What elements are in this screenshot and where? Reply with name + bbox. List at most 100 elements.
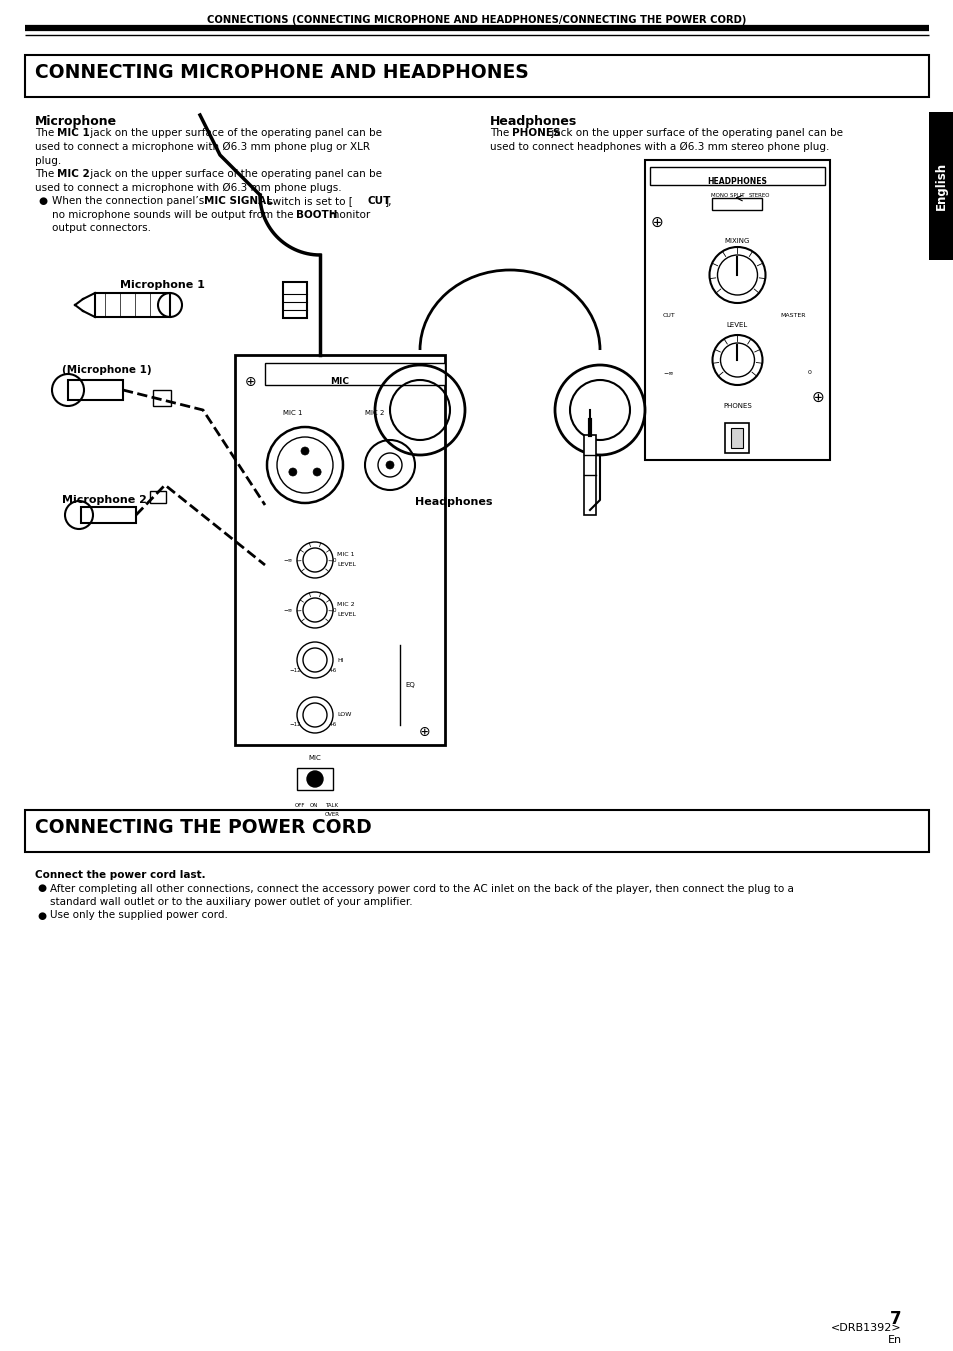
Text: MIC: MIC (330, 377, 349, 386)
Text: The: The (490, 128, 512, 139)
Text: OFF: OFF (294, 802, 305, 808)
Bar (25, 55, 928, 97)
Bar (649, 168, 824, 185)
Text: Microphone 1: Microphone 1 (120, 280, 205, 290)
Text: Use only the supplied power cord.: Use only the supplied power cord. (50, 911, 228, 920)
Text: MIC 2: MIC 2 (56, 169, 90, 178)
Text: CONNECTING THE POWER CORD: CONNECTING THE POWER CORD (35, 817, 372, 838)
Text: Headphones: Headphones (415, 497, 492, 507)
Text: After completing all other connections, connect the accessory power cord to the : After completing all other connections, … (50, 884, 793, 893)
Bar (234, 355, 444, 744)
Text: LEVEL: LEVEL (726, 322, 747, 328)
Text: MIC 2: MIC 2 (365, 409, 384, 416)
Text: +6: +6 (329, 723, 336, 727)
Text: MIC 1: MIC 1 (56, 128, 90, 139)
Text: no microphone sounds will be output from the: no microphone sounds will be output from… (52, 209, 296, 219)
Text: ●: ● (37, 911, 46, 920)
Bar (644, 159, 829, 459)
Bar (25, 811, 928, 852)
Circle shape (386, 461, 394, 469)
Text: ●: ● (38, 196, 47, 205)
Text: CUT: CUT (662, 313, 675, 317)
Text: LEVEL: LEVEL (336, 562, 355, 567)
Text: ],: ], (385, 196, 393, 205)
Text: −∞: −∞ (662, 370, 673, 376)
Text: HEADPHONES: HEADPHONES (707, 177, 766, 186)
Text: 0: 0 (807, 370, 811, 376)
Text: En: En (887, 1335, 901, 1346)
Text: monitor: monitor (326, 209, 370, 219)
Bar (95, 293, 170, 317)
Text: used to connect headphones with a Ø6.3 mm stereo phone plug.: used to connect headphones with a Ø6.3 m… (490, 142, 828, 153)
Text: STEREO: STEREO (748, 193, 769, 199)
Text: −12: −12 (289, 723, 300, 727)
Text: used to connect a microphone with Ø6.3 mm phone plug or XLR: used to connect a microphone with Ø6.3 m… (35, 142, 370, 153)
Text: used to connect a microphone with Ø6.3 mm phone plugs.: used to connect a microphone with Ø6.3 m… (35, 182, 341, 193)
Text: switch is set to [: switch is set to [ (264, 196, 353, 205)
Text: MIC: MIC (309, 755, 321, 761)
Text: PHONES: PHONES (511, 128, 559, 139)
Text: When the connection panel’s: When the connection panel’s (52, 196, 208, 205)
Text: MIC SIGNAL: MIC SIGNAL (203, 196, 273, 205)
Bar (583, 435, 596, 515)
Text: Connect the power cord last.: Connect the power cord last. (35, 870, 206, 880)
Text: MIXING: MIXING (724, 238, 749, 245)
Text: MIC 1: MIC 1 (336, 553, 355, 558)
Bar (68, 380, 123, 400)
Bar (265, 363, 444, 385)
Bar (296, 767, 333, 790)
Bar (81, 507, 136, 523)
Text: output connectors.: output connectors. (52, 223, 151, 232)
Text: ON: ON (310, 802, 318, 808)
Text: MASTER: MASTER (780, 313, 804, 317)
Bar (150, 490, 166, 503)
Text: 0: 0 (333, 558, 336, 562)
Text: Microphone: Microphone (35, 115, 117, 128)
Bar (724, 423, 749, 453)
Text: EQ: EQ (405, 682, 415, 688)
Circle shape (301, 447, 309, 455)
Text: ⊕: ⊕ (245, 376, 256, 389)
Text: −12: −12 (289, 667, 300, 673)
Text: standard wall outlet or to the auxiliary power outlet of your amplifier.: standard wall outlet or to the auxiliary… (50, 897, 413, 907)
Text: OVER: OVER (325, 812, 339, 817)
Circle shape (307, 771, 323, 788)
Bar (928, 112, 953, 259)
Text: PHONES: PHONES (722, 403, 751, 409)
Text: jack on the upper surface of the operating panel can be: jack on the upper surface of the operati… (547, 128, 842, 139)
Text: Headphones: Headphones (490, 115, 577, 128)
Text: ⊕: ⊕ (418, 725, 431, 739)
Text: LOW: LOW (336, 712, 351, 717)
Bar (731, 428, 742, 449)
Text: LEVEL: LEVEL (336, 612, 355, 617)
Text: MIC 1: MIC 1 (283, 409, 302, 416)
Text: The: The (35, 169, 57, 178)
Text: HI: HI (336, 658, 343, 662)
Text: <DRB1392>: <DRB1392> (830, 1323, 901, 1333)
Text: The: The (35, 128, 57, 139)
Text: jack on the upper surface of the operating panel can be: jack on the upper surface of the operati… (87, 169, 381, 178)
Text: English: English (934, 162, 947, 209)
Text: (Microphone 1): (Microphone 1) (62, 365, 152, 376)
Text: CONNECTIONS (CONNECTING MICROPHONE AND HEADPHONES/CONNECTING THE POWER CORD): CONNECTIONS (CONNECTING MICROPHONE AND H… (207, 15, 746, 26)
Circle shape (289, 467, 296, 476)
Bar (712, 199, 761, 209)
Text: jack on the upper surface of the operating panel can be: jack on the upper surface of the operati… (87, 128, 381, 139)
Text: MIC 2: MIC 2 (336, 603, 355, 608)
Text: 7: 7 (889, 1310, 901, 1328)
Text: Microphone 2: Microphone 2 (62, 494, 147, 505)
Text: +6: +6 (329, 667, 336, 673)
Bar (152, 390, 171, 407)
Text: ●: ● (37, 884, 46, 893)
Text: 0: 0 (333, 608, 336, 612)
Text: TALK: TALK (325, 802, 337, 808)
Text: CONNECTING MICROPHONE AND HEADPHONES: CONNECTING MICROPHONE AND HEADPHONES (35, 63, 528, 82)
Bar (283, 282, 307, 317)
Text: ⊕: ⊕ (811, 390, 823, 405)
Text: −∞: −∞ (283, 608, 293, 612)
Text: ⊕: ⊕ (650, 215, 662, 230)
Text: plug.: plug. (35, 155, 61, 166)
Text: MONO SPLIT: MONO SPLIT (710, 193, 743, 199)
Text: BOOTH: BOOTH (295, 209, 337, 219)
Text: −∞: −∞ (283, 558, 293, 562)
